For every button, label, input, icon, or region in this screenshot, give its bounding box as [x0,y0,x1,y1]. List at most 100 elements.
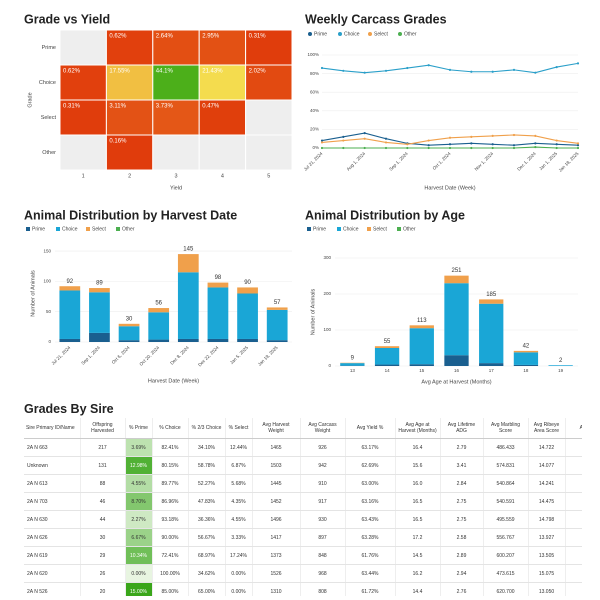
table-cell: 63.44% [345,564,396,583]
table-cell: 6.67% [125,528,153,547]
point [384,69,388,72]
bar-segment [444,275,469,284]
point [448,136,452,139]
table-cell: 15.00% [125,582,153,596]
table-cell: 16.5 [395,510,441,529]
table-cell: 65.00% [188,582,226,596]
bar-segment [374,364,400,366]
point [576,62,580,65]
legend-swatch [338,32,342,36]
legend-label: Other [404,31,417,37]
bar-segment [374,348,400,365]
table-cell: 2A N 663 [24,438,81,457]
bar-segment [266,340,288,342]
table-cell: 12.44% [225,438,253,457]
bar-segment [479,303,504,364]
table-cell: 63.43% [345,510,396,529]
empty-cell [152,134,200,171]
point [363,137,366,140]
point [576,142,580,145]
point [406,66,409,70]
legend-label: Prime [314,31,327,37]
x-tick-label: 14 [385,368,391,373]
table-title: Grades By Sire [24,402,114,416]
legend-label: Prime [32,226,45,232]
table-cell: 917 [300,492,346,511]
bar-segment [409,325,434,329]
column-header: Avg Age at Harvest (Months) [395,418,441,439]
legend-label: Choice [344,31,360,37]
table-cell: 14.4 [395,582,441,596]
y-tick-label: 60% [310,89,319,94]
point [512,133,516,137]
table-cell: 88 [80,474,126,493]
table-cell: 848 [300,546,346,565]
table-cell: 2A N 526 [24,582,81,596]
cell-label: 3.73% [156,104,174,110]
x-tick-label: Jul 21, 2024 [303,151,324,172]
bar-segment [444,355,469,366]
x-tick-label: Jan 18, 2025 [558,151,580,173]
cell-label: 0.62% [63,69,81,75]
table-cell: 29 [80,546,126,565]
table-cell: 968 [300,564,346,583]
table-cell: 63.17% [345,438,396,457]
table-cell: 63.00% [345,474,396,493]
y-tick-label: Other [42,150,56,156]
x-tick-label: Sep 1, 2024 [388,151,409,172]
column-header: Sire Primary ID/Name [24,418,81,439]
table-cell: 14.241 [528,474,566,493]
bar-segment [409,328,434,365]
table-cell: 16.2 [395,564,441,583]
x-axis-title: Yield [170,185,182,191]
table-cell: 15.075 [528,564,566,583]
y-tick-label: 100 [323,327,331,332]
table-cell: 3.33% [225,528,253,547]
table-cell: 1503 [252,456,301,475]
table-cell: 0.5 [565,582,582,596]
cell-label: 44.1% [156,69,174,75]
cell-label: 21.43% [202,69,223,75]
legend-swatch [308,32,312,36]
table-cell: 942 [300,456,346,475]
table-cell: 34.10% [188,438,226,457]
total-label: 56 [155,301,162,307]
table-cell: 68.97% [188,546,226,565]
chart-title: Grade vs Yield [24,12,110,26]
series-line [321,134,579,145]
bar-segment [59,338,81,342]
cell-label: 2.95% [202,34,220,40]
point [363,71,366,74]
cell-label: 2.64% [156,34,174,40]
table-cell: 0.5 [565,438,582,457]
column-header: Avg Back Fat [565,418,582,439]
column-header: Avg Ribeye Area Score [528,418,566,439]
heat-cell [105,134,154,171]
table-cell: 93.18% [152,510,189,529]
y-tick-label: 200 [323,291,331,296]
x-tick-label: Dec 8, 2024 [169,345,190,366]
point [555,146,558,150]
x-tick-label: Nov 1, 2024 [474,151,495,172]
point [448,68,452,71]
point [470,135,473,138]
table-row: 2A N 703 46 8.70% 86.96% 47.83% 4.35% 1452 917 6… [24,492,582,511]
cell-label: 17.55% [109,69,130,75]
heat-cell [59,99,107,136]
table-cell: 1452 [252,492,301,511]
bar-segment [118,326,140,341]
total-label: 9 [351,355,355,361]
table-cell: 61.72% [345,582,396,596]
heat-cell [245,29,293,66]
total-label: 2 [559,358,563,364]
bar-segment [513,352,539,365]
heat-cell [105,29,154,66]
total-label: 90 [244,280,251,286]
cell-label: 0.47% [202,104,220,110]
table-cell: 620.700 [483,582,529,596]
table-cell: 2.84 [440,474,484,493]
table-row: 2A N 663 217 3.69% 82.41% 34.10% 12.44% 1465 92… [24,438,582,457]
empty-cell [59,29,107,66]
y-tick-label: 100 [43,279,51,284]
